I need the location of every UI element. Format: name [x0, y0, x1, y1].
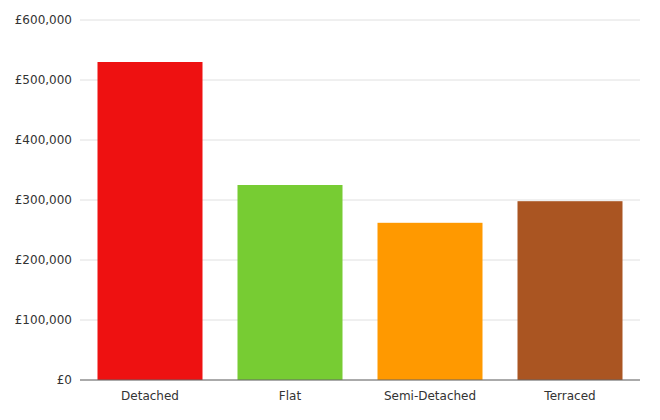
y-tick-label: £100,000 [15, 313, 72, 327]
bar [518, 201, 623, 380]
y-tick-label: £600,000 [15, 13, 72, 27]
bar [238, 185, 343, 380]
x-axis: Detached Flat Semi-Detached Terraced [80, 380, 640, 403]
y-tick-label: £200,000 [15, 253, 72, 267]
x-tick-label: Terraced [543, 389, 595, 403]
chart: £0 £100,000 £200,000 £300,000 £400,000 £500,0… [0, 0, 660, 420]
bar [98, 62, 203, 380]
y-tick-label: £0 [57, 373, 72, 387]
y-axis: £0 £100,000 £200,000 £300,000 £400,000 £500,0… [15, 13, 72, 387]
page: {"chart_data": {"type": "bar", "categori… [0, 0, 660, 420]
y-tick-label: £400,000 [15, 133, 72, 147]
chart-container: £0 £100,000 £200,000 £300,000 £400,000 £500,0… [0, 0, 660, 420]
y-tick-label: £500,000 [15, 73, 72, 87]
x-tick-label: Flat [279, 389, 302, 403]
x-axis-line [80, 380, 640, 381]
x-tick-label: Detached [121, 389, 179, 403]
bar [378, 223, 483, 380]
y-tick-label: £300,000 [15, 193, 72, 207]
x-tick-label: Semi-Detached [384, 389, 476, 403]
grid [80, 20, 640, 380]
bars [98, 62, 623, 380]
grid-line [80, 380, 640, 381]
grid-line [80, 20, 640, 21]
